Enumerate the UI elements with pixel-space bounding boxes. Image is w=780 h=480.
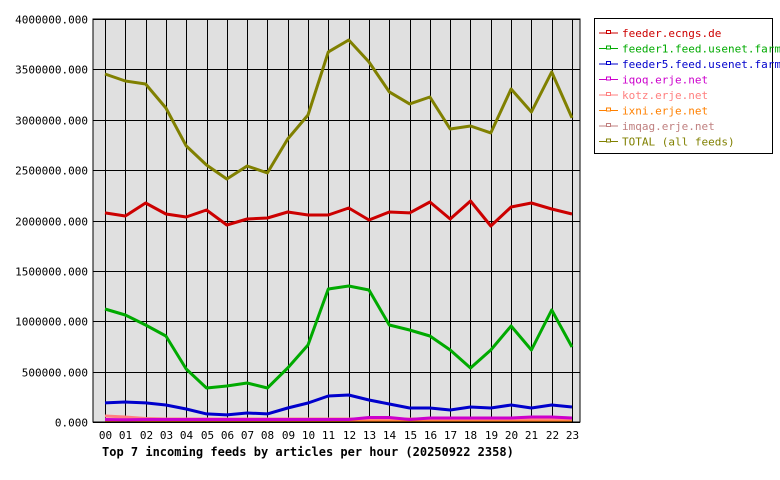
legend-label: TOTAL (all feeds) [622,136,735,149]
x-tick-label: 13 [363,429,376,442]
y-tick-label: 1000000.000 [15,316,88,329]
legend-swatch-marker [606,107,611,112]
legend-label: ixni.erje.net [622,105,708,118]
legend-item: feeder1.feed.usenet.farm [599,43,780,56]
y-tick-label: 500000.000 [22,367,88,380]
series-line-total-all-feeds- [104,38,574,181]
series-line-feeder-ecngs-de [104,199,573,228]
legend-swatch-marker [606,123,611,127]
x-tick-label: 20 [505,429,518,442]
legend-swatch-marker [606,61,611,65]
chart-title: Top 7 incoming feeds by articles per hou… [102,445,514,459]
x-tick-label: 10 [302,429,315,442]
x-tick-label: 17 [444,429,457,442]
plot-frame [92,18,581,423]
legend-swatch-marker [606,45,611,50]
series-line-feeder1-feed-usenet-farm [104,284,574,390]
legend-item: kotz.erje.net [599,89,708,102]
legend-label: feeder.ecngs.de [622,27,721,40]
legend: feeder.ecngs.de feeder1.feed.usenet.farm f… [594,18,780,154]
legend-swatch-marker [606,92,611,96]
x-tick-label: 00 [99,429,112,442]
x-tick-label: 08 [261,429,274,442]
y-tick-label: 3000000.000 [15,115,88,128]
y-tick-label: 4000000.000 [15,14,88,27]
legend-item: feeder.ecngs.de [599,27,721,40]
series-line-iqoq-erje-net [104,415,573,422]
x-tick-label: 22 [546,429,559,442]
legend-item: TOTAL (all feeds) [599,136,735,149]
y-tick-label: 3500000.000 [15,64,88,77]
legend-label: feeder5.feed.usenet.farm [622,58,780,71]
legend-label: iqoq.erje.net [622,74,708,87]
x-tick-label: 04 [180,429,194,442]
legend-item: ixni.erje.net [599,105,708,118]
legend-swatch-marker [606,76,611,81]
legend-swatch-marker [606,30,611,34]
x-tick-label: 12 [343,429,356,442]
x-tick-label: 07 [241,429,254,442]
x-tick-label: 02 [140,429,153,442]
legend-label: imqag.erje.net [622,120,715,133]
y-tick-label: 2500000.000 [15,165,88,178]
legend-item: imqag.erje.net [599,120,715,133]
series-line-feeder5-feed-usenet-farm [104,393,573,417]
x-tick-label: 18 [464,429,477,442]
legend-label: kotz.erje.net [622,89,708,102]
x-tick-label: 19 [485,429,498,442]
x-tick-label: 09 [282,429,295,442]
legend-swatch-marker [606,138,611,143]
y-tick-label: 1500000.000 [15,266,88,279]
x-tick-label: 11 [322,429,335,442]
legend-item: iqoq.erje.net [599,74,708,87]
x-tick-label: 03 [160,429,173,442]
y-tick-label: 2000000.000 [15,216,88,229]
x-tick-label: 05 [201,429,214,442]
x-tick-label: 01 [119,429,132,442]
x-tick-label: 15 [404,429,417,442]
x-tick-label: 16 [424,429,437,442]
y-tick-label: 0.000 [55,417,88,430]
x-tick-label: 14 [383,429,397,442]
legend-label: feeder1.feed.usenet.farm [622,43,780,56]
legend-item: feeder5.feed.usenet.farm [599,58,780,71]
x-tick-label: 21 [525,429,538,442]
x-tick-label: 06 [221,429,234,442]
x-tick-label: 23 [566,429,579,442]
